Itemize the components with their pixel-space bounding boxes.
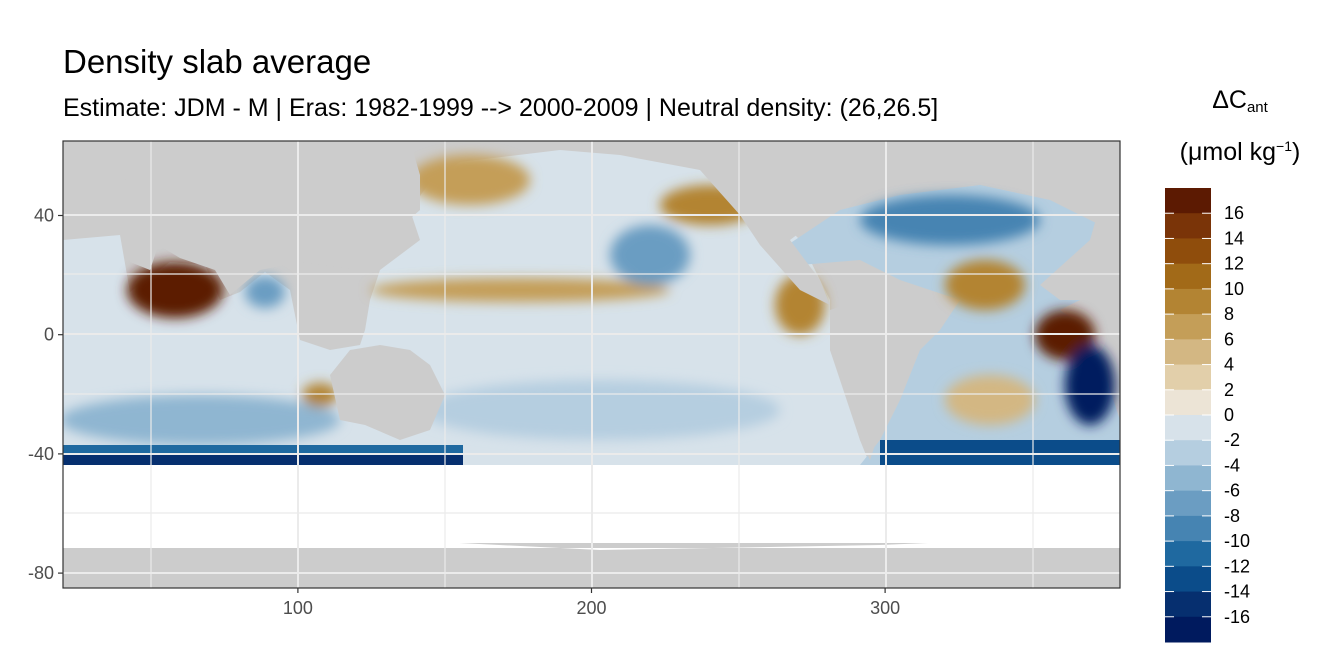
patch-gyre-blue <box>610 225 690 285</box>
legend-label: 10 <box>1224 279 1244 299</box>
legend-color-step <box>1165 188 1211 214</box>
legend-title-subscript: ant <box>1246 99 1268 116</box>
legend-label: 8 <box>1224 304 1234 324</box>
antarctic-coast <box>63 530 1120 550</box>
legend-label: -6 <box>1224 481 1240 501</box>
legend-color-step <box>1165 415 1211 441</box>
legend-color-step <box>1165 288 1211 315</box>
legend-color-step <box>1165 465 1211 492</box>
legend-label: -12 <box>1224 556 1250 576</box>
legend-label: 0 <box>1224 405 1234 425</box>
legend-label: -10 <box>1224 531 1250 551</box>
legend-color-step <box>1165 490 1211 517</box>
legend-label: -4 <box>1224 455 1240 475</box>
southern-band-deep <box>63 455 463 465</box>
patch-north-atlantic-gyre <box>945 260 1025 310</box>
legend-color-step <box>1165 389 1211 416</box>
gridlines-major <box>63 141 1120 588</box>
legend: 16 14 12 10 8 6 4 2 0 -2 -4 -6 -8 -10 -12 -14 -16 <box>1165 188 1250 643</box>
legend-label: 12 <box>1224 254 1244 274</box>
legend-color-step <box>1165 591 1211 618</box>
legend-color-step <box>1165 339 1211 366</box>
legend-title: ΔCant <box>1160 86 1320 116</box>
land-australia <box>330 345 445 440</box>
patch-north-atlantic-west <box>860 195 1040 245</box>
legend-color-step <box>1165 440 1211 466</box>
patch-south-pacific-tan <box>302 383 338 407</box>
x-tick-label: 100 <box>283 598 313 618</box>
land-asia <box>110 141 420 295</box>
legend-label: -14 <box>1224 582 1250 602</box>
land-north-america <box>560 141 870 305</box>
y-tick-label: 40 <box>34 206 54 226</box>
legend-units-pre: (μmol kg <box>1179 138 1277 166</box>
legend-units: (μmol kg−1) <box>1160 138 1320 167</box>
x-tick-label: 300 <box>870 598 900 618</box>
legend-label: 6 <box>1224 329 1234 349</box>
chart-subtitle: Estimate: JDM - M | Eras: 1982-1999 --> … <box>63 94 939 122</box>
y-tick-label: -80 <box>28 563 54 583</box>
x-tick-label: 200 <box>576 598 606 618</box>
map-panel <box>63 141 1120 588</box>
land <box>63 141 1120 460</box>
patch-south-pacific <box>420 380 780 440</box>
ocean-atlantic <box>780 185 1120 465</box>
legend-units-post: ) <box>1292 138 1301 166</box>
y-tick-label: 0 <box>44 325 54 345</box>
patch-kuroshio <box>410 155 530 205</box>
legend-label: 4 <box>1224 355 1234 375</box>
legend-color-step <box>1165 566 1211 593</box>
chart-title: Density slab average <box>63 43 372 80</box>
land-africa <box>63 141 160 270</box>
legend-color-step <box>1165 213 1211 239</box>
legend-label: 16 <box>1224 203 1244 223</box>
legend-color-step <box>1165 541 1211 567</box>
land-south-america <box>830 300 920 460</box>
legend-color-step <box>1165 314 1211 340</box>
patch-south-atlantic-tan <box>945 375 1035 425</box>
patch-pacific-front <box>370 278 670 302</box>
patch-south-atlantic <box>1065 345 1115 425</box>
legend-color-step <box>1165 263 1211 290</box>
legend-units-superscript: −1 <box>1276 138 1292 154</box>
legend-title-main: ΔC <box>1212 86 1247 114</box>
legend-label: 2 <box>1224 380 1234 400</box>
legend-color-step <box>1165 616 1211 643</box>
patch-bay-of-bengal <box>245 276 285 308</box>
legend-color-step <box>1165 364 1211 391</box>
legend-color-step <box>1165 238 1211 265</box>
legend-label: 14 <box>1224 228 1244 248</box>
legend-label: -16 <box>1224 607 1250 627</box>
patch-southern-indian <box>63 395 340 445</box>
legend-label: -8 <box>1224 506 1240 526</box>
y-tick-label: -40 <box>28 444 54 464</box>
southern-band-atlantic <box>880 440 1120 465</box>
legend-label: -2 <box>1224 430 1240 450</box>
patch-arabian-sea <box>127 262 223 318</box>
legend-color-step <box>1165 515 1211 542</box>
land-europe-africa <box>1040 141 1120 300</box>
